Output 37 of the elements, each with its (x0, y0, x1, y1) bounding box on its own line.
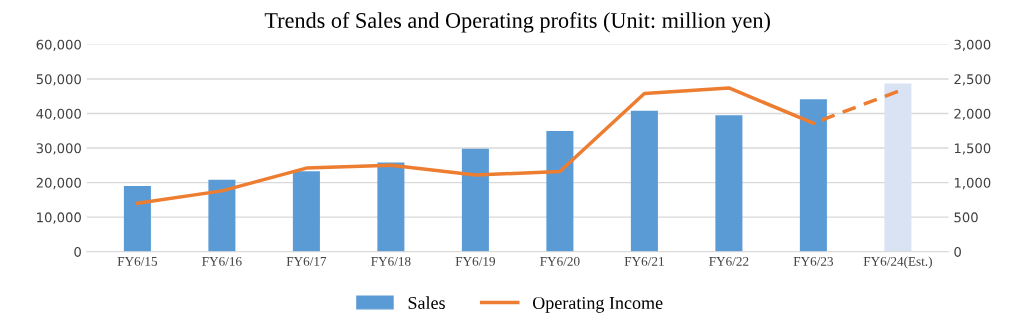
y-tick-label: 30,000 (36, 143, 81, 155)
y2-tick-label: 1,500 (954, 143, 991, 155)
x-tick-label: FY6/15 (117, 256, 158, 266)
x-tick-label: FY6/18 (371, 256, 411, 266)
y2-tick-label: 1,000 (954, 177, 991, 190)
bar (630, 110, 658, 252)
y2-tick-label: 2,500 (954, 74, 991, 86)
x-tick-label: FY6/19 (455, 256, 496, 266)
x-tick-label: FY6/17 (286, 256, 327, 266)
x-tick-label: FY6/16 (202, 256, 242, 266)
bar (546, 131, 574, 252)
x-tick-label: FY6/20 (540, 256, 580, 266)
bar (715, 115, 743, 252)
bar (799, 99, 827, 252)
x-tick-label: FY6/23 (793, 256, 834, 266)
chart-title: Trends of Sales and Operating profits (Unit: million yen) (264, 12, 770, 33)
y-tick-label: 40,000 (36, 108, 81, 121)
bar (123, 186, 151, 252)
bar (884, 83, 912, 252)
x-tick-label: FY6/22 (709, 256, 749, 266)
y2-tick-label: 3,000 (954, 39, 991, 51)
y2-tick-label: 0 (954, 246, 961, 257)
y-tick-label: 60,000 (36, 39, 81, 51)
y-tick-label: 0 (74, 246, 81, 257)
bar (461, 148, 489, 252)
x-tick-label: FY6/24(Est.) (863, 256, 932, 269)
x-tick-label: FY6/21 (624, 256, 664, 266)
y-tick-label: 10,000 (37, 212, 81, 224)
y-tick-label: 50,000 (36, 74, 81, 86)
bar (292, 171, 320, 252)
y2-tick-label: 500 (954, 212, 978, 223)
y-tick-label: 20,000 (36, 177, 81, 190)
legend-label: Sales (408, 296, 445, 310)
y2-tick-label: 2,000 (954, 108, 991, 121)
bar (208, 179, 236, 252)
bar (377, 162, 405, 252)
legend-label: Operating Income (532, 296, 663, 313)
